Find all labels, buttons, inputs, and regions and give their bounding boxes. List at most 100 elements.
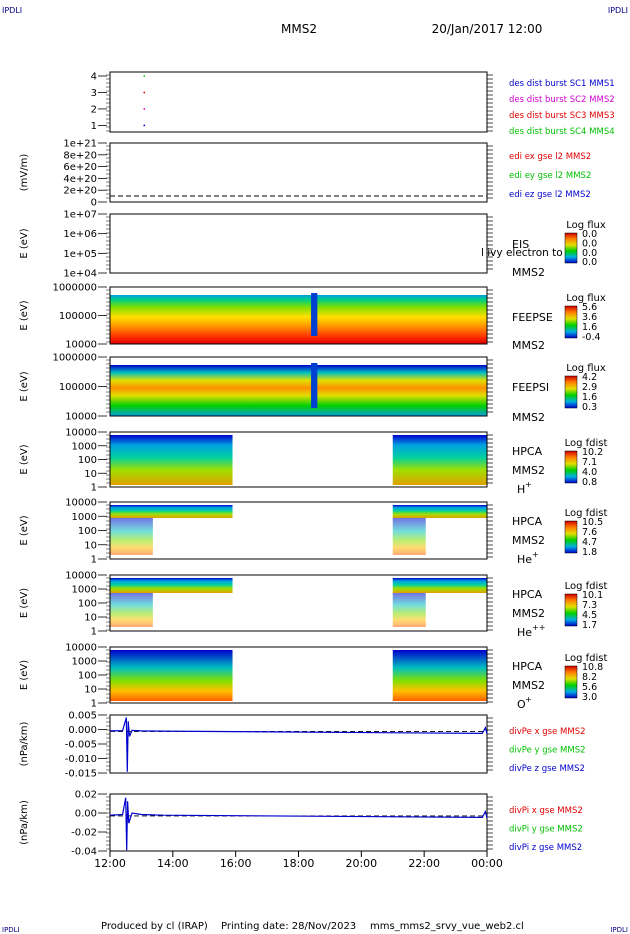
colorbar-tick-label: 2.9 — [582, 382, 597, 393]
spacecraft-label: MMS2 — [512, 339, 545, 352]
corner-label-top-left: IPDLI — [2, 6, 22, 15]
y-tick-label: 1000 — [72, 441, 97, 452]
legend-entry: divPi z gse MMS2 — [509, 843, 582, 853]
colorbar-title: Log flux — [566, 293, 606, 304]
corner-label-top-right: IPDLI — [608, 6, 628, 15]
y-tick-label: 10 — [84, 613, 97, 624]
legend-entry: divPi x gse MMS2 — [509, 806, 583, 816]
spectrogram-block — [392, 578, 487, 593]
y-tick-label: 3 — [91, 88, 97, 99]
colorbar-title: Log fdist — [565, 581, 608, 592]
x-tick-label: 22:00 — [408, 857, 440, 870]
y-tick-label: 8e+20 — [63, 150, 97, 161]
legend-entry: des dist burst SC4 MMS4 — [509, 127, 615, 137]
instrument-label: HPCA — [512, 445, 543, 458]
colorbar-tick-label: 7.6 — [582, 527, 597, 538]
panel-frame — [109, 574, 488, 632]
y-tick-label: 100 — [78, 526, 97, 537]
y-axis-label: E (eV) — [19, 588, 30, 618]
colorbar-tick-label: 4.0 — [582, 467, 597, 478]
colorbar-tick-label: 5.6 — [582, 682, 597, 693]
spacecraft-label: MMS2 — [512, 266, 545, 279]
colorbar-title: Log flux — [566, 363, 606, 374]
y-tick-label: 10000 — [65, 428, 97, 439]
spacecraft-label: MMS2 — [512, 607, 545, 620]
legend-entry: edi ex gse l2 MMS2 — [509, 152, 591, 162]
colorbar-tick-label: 7.3 — [582, 600, 597, 611]
spacecraft-label: MMS2 — [512, 411, 545, 424]
x-tick-label: 12:00 — [94, 857, 126, 870]
spectrogram-block — [392, 505, 487, 518]
y-tick-label: 1 — [91, 121, 97, 132]
panel-burst: 4 3 2 1 des dist burst SC1 MMS1 des dist burs… — [91, 71, 615, 137]
spectrogram-block — [110, 365, 487, 416]
y-tick-label: -0.02 — [71, 828, 97, 839]
y-tick-label: 2 — [91, 104, 97, 115]
colorbar-tick-label: -0.4 — [582, 332, 601, 343]
colorbar-tick-label: 3.0 — [582, 692, 597, 703]
colorbar-title: Log flux — [566, 220, 606, 231]
time-axis: 12:00 14:00 16:00 18:00 20:00 22:00 00:00 — [94, 851, 503, 870]
panel-hpca_he: 10000 1000 100 10 1 E (eV) Log fdist10.57.64.7… — [19, 498, 607, 567]
spectrogram-gap — [311, 293, 318, 336]
colorbar-tick-label: 10.5 — [582, 517, 603, 528]
panel-divpi: 0.02 0.00 -0.02 -0.04 (nPa/km) divPi x gse MM… — [19, 790, 583, 858]
panel-frame — [109, 714, 488, 774]
colorbar-tick-label: 0.8 — [582, 477, 597, 488]
species-charge-label: + — [525, 480, 532, 489]
colorbar-tick-label: 10.1 — [582, 590, 603, 601]
y-tick-label: 1e+06 — [63, 229, 97, 240]
colorbar-tick-label: 4.5 — [582, 610, 597, 621]
legend-entry: divPi y gse MMS2 — [509, 825, 583, 835]
y-tick-label: 10 — [84, 540, 97, 551]
y-tick-label: 10000 — [65, 571, 97, 582]
spectrogram-sparse — [110, 593, 153, 627]
colorbar-tick-label: 0.0 — [582, 238, 597, 249]
y-tick-label: 10000 — [65, 643, 97, 654]
y-tick-label: -0.04 — [71, 847, 97, 858]
spectrogram-block — [392, 650, 487, 701]
panel-divpe: 0.005 0.000 -0.005 -0.010 -0.015 (nPa/km) divP… — [19, 711, 586, 780]
colorbar-tick-label: 8.2 — [582, 672, 597, 683]
y-tick-label: 4 — [91, 72, 97, 83]
spacecraft-label: MMS2 — [512, 679, 545, 692]
y-tick-label: 0.000 — [68, 725, 97, 736]
y-tick-label: 1 — [91, 627, 97, 638]
y-tick-label: 2e+20 — [63, 186, 97, 197]
colorbar-tick-label: 3.6 — [582, 312, 597, 323]
date-time-title: 20/Jan/2017 12:00 — [432, 22, 543, 36]
y-tick-label: 1000000 — [52, 353, 97, 364]
y-tick-label: 10000 — [65, 498, 97, 509]
y-tick-label: 1e+07 — [63, 210, 97, 221]
colorbar-tick-label: 0.0 — [582, 229, 597, 240]
panel-frame — [109, 213, 488, 274]
spectrogram-sparse — [392, 518, 426, 555]
colorbar-tick-label: 7.1 — [582, 457, 597, 468]
y-tick-label: 6e+20 — [63, 162, 97, 173]
y-tick-label: 1000000 — [52, 283, 97, 294]
colorbar-title: Log fdist — [565, 438, 608, 449]
spectrogram-block — [392, 435, 487, 485]
corner-label-bottom-left: IPDLI — [2, 926, 20, 934]
panel-frame — [109, 501, 488, 560]
produced-by-label: Produced by cl (IRAP) — [101, 921, 208, 932]
y-tick-label: 100000 — [59, 311, 97, 322]
colorbar-tick-label: 1.7 — [582, 620, 597, 631]
y-axis-label: E (eV) — [19, 300, 30, 330]
y-axis-label: (mV/m) — [19, 154, 30, 192]
legend-entry: divPe z gse MMS2 — [509, 764, 585, 774]
panel-frame — [109, 431, 488, 488]
colorbar-tick-label: 10.8 — [582, 662, 603, 673]
colorbar-tick-label: 5.6 — [582, 302, 597, 313]
y-tick-label: 100 — [78, 599, 97, 610]
colorbar — [564, 375, 578, 409]
y-tick-label: 10 — [84, 469, 97, 480]
colorbar — [564, 450, 578, 484]
colorbar-tick-label: 1.6 — [582, 322, 597, 333]
colorbar — [564, 520, 578, 554]
instrument-label: EIS — [512, 238, 529, 251]
y-tick-label: 100 — [78, 671, 97, 682]
